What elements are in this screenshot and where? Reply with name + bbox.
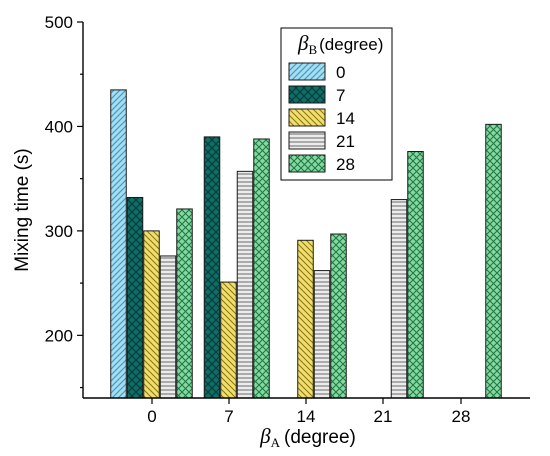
legend-items: 0 7 14 21 28 bbox=[288, 62, 355, 174]
bar-betaB-28-betaA-7 bbox=[253, 138, 270, 399]
y-tick-label: 500 bbox=[45, 13, 73, 32]
y-tick-label: 300 bbox=[45, 222, 73, 241]
legend-swatch-21 bbox=[288, 131, 326, 150]
legend: βB (degree) 0 7 14 21 28 bbox=[280, 27, 393, 181]
bar-betaB-21-betaA-0 bbox=[159, 255, 177, 399]
legend-swatch-28 bbox=[288, 154, 326, 173]
x-axis-symbol: β bbox=[259, 424, 271, 448]
legend-label-7: 7 bbox=[336, 86, 345, 105]
y-tick-label: 400 bbox=[45, 117, 73, 136]
bar-betaB-14-betaA-14 bbox=[297, 239, 314, 399]
legend-swatch-7 bbox=[288, 85, 326, 104]
bar-betaB-7-betaA-7 bbox=[203, 136, 221, 399]
x-tick-label: 14 bbox=[297, 407, 316, 426]
y-ticks: 200 300 400 500 bbox=[45, 13, 83, 389]
x-tick-label: 7 bbox=[224, 407, 233, 426]
legend-label-14: 14 bbox=[336, 109, 355, 128]
legend-title-subscript: B bbox=[308, 42, 317, 57]
x-axis-unit: (degree) bbox=[284, 427, 356, 448]
y-axis-title: Mixing time (s) bbox=[12, 148, 33, 272]
bar-betaB-7-betaA-0 bbox=[126, 196, 144, 399]
bar-betaB-28-betaA-14 bbox=[330, 233, 347, 399]
bars-group bbox=[110, 89, 502, 399]
x-axis-title: βA (degree) bbox=[259, 424, 356, 450]
legend-title-unit: (degree) bbox=[319, 35, 383, 54]
bar-betaB-14-betaA-0 bbox=[143, 230, 160, 399]
legend-title-symbol: β bbox=[297, 31, 309, 55]
bar-betaB-21-betaA-14 bbox=[313, 270, 331, 399]
x-tick-label: 21 bbox=[374, 407, 393, 426]
legend-label-21: 21 bbox=[336, 132, 355, 151]
legend-label-0: 0 bbox=[336, 63, 345, 82]
bar-betaB-28-betaA-21 bbox=[407, 151, 424, 399]
x-ticks: 0 7 14 21 28 bbox=[147, 398, 470, 426]
x-axis-subscript: A bbox=[271, 435, 281, 450]
legend-swatch-14 bbox=[288, 108, 326, 127]
bar-betaB-28-betaA-28 bbox=[485, 123, 502, 399]
legend-label-28: 28 bbox=[336, 155, 355, 174]
bar-betaB-21-betaA-21 bbox=[390, 199, 408, 399]
x-tick-label: 0 bbox=[147, 407, 156, 426]
bar-betaB-14-betaA-7 bbox=[220, 281, 237, 399]
x-tick-label: 28 bbox=[452, 407, 471, 426]
bar-betaB-0-betaA-0 bbox=[110, 89, 127, 399]
legend-swatch-0 bbox=[288, 62, 326, 81]
bar-betaB-28-betaA-0 bbox=[176, 208, 193, 399]
bar-betaB-21-betaA-7 bbox=[236, 170, 254, 399]
y-tick-label: 200 bbox=[45, 326, 73, 345]
legend-title: βB (degree) bbox=[297, 31, 383, 57]
